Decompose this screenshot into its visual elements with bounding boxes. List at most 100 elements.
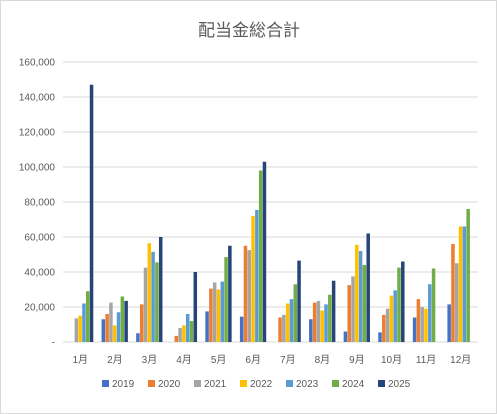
y-tick-label: 140,000 bbox=[19, 93, 56, 104]
x-tick-label: 10月 bbox=[381, 354, 402, 366]
bar-2021-5 bbox=[212, 282, 217, 342]
bar-2023-1 bbox=[82, 303, 86, 342]
x-tick-label: 5月 bbox=[211, 354, 227, 366]
y-tick-label: 120,000 bbox=[19, 128, 56, 139]
bar-2022-8 bbox=[320, 310, 324, 342]
legend-label-2025: 2025 bbox=[388, 379, 411, 390]
bar-2025-2 bbox=[124, 300, 128, 342]
bar-2019-8 bbox=[309, 319, 313, 342]
bar-2022-12 bbox=[458, 226, 463, 342]
bar-2023-3 bbox=[151, 251, 155, 342]
bar-2020-11 bbox=[416, 299, 421, 342]
bar-2024-10 bbox=[397, 267, 401, 342]
bar-2020-4 bbox=[174, 335, 179, 342]
bar-2023-8 bbox=[324, 304, 328, 342]
bar-2022-2 bbox=[112, 325, 117, 342]
bar-2022-4 bbox=[182, 325, 186, 342]
bar-2024-11 bbox=[431, 268, 436, 342]
bar-2022-10 bbox=[389, 295, 394, 342]
bar-2024-12 bbox=[466, 209, 470, 342]
bar-2019-10 bbox=[378, 332, 382, 342]
bar-2020-12 bbox=[451, 244, 455, 342]
bar-2023-10 bbox=[393, 290, 397, 342]
bar-2021-9 bbox=[351, 276, 355, 342]
bar-2019-3 bbox=[136, 333, 140, 342]
bar-2019-2 bbox=[101, 319, 106, 342]
bar-2023-11 bbox=[428, 284, 432, 342]
bar-2023-12 bbox=[462, 226, 467, 342]
bar-2021-8 bbox=[316, 300, 321, 342]
bar-2024-4 bbox=[189, 321, 194, 342]
bar-2021-11 bbox=[420, 307, 424, 342]
chart-title: 配当金総合計 bbox=[198, 21, 300, 41]
bar-2025-5 bbox=[228, 245, 232, 342]
legend-label-2020: 2020 bbox=[158, 379, 181, 390]
bar-2021-3 bbox=[143, 267, 148, 342]
bar-2022-9 bbox=[355, 244, 359, 342]
bar-2020-8 bbox=[312, 302, 317, 342]
bar-2025-9 bbox=[366, 233, 370, 342]
bar-2022-5 bbox=[216, 289, 221, 342]
bar-2024-9 bbox=[362, 265, 367, 342]
legend-label-2022: 2022 bbox=[250, 379, 273, 390]
bar-2024-7 bbox=[293, 284, 297, 342]
x-tick-label: 6月 bbox=[245, 354, 261, 366]
bar-2021-4 bbox=[178, 328, 182, 342]
bar-2021-7 bbox=[282, 314, 286, 342]
bar-2023-7 bbox=[289, 299, 294, 342]
bar-2025-6 bbox=[262, 161, 267, 342]
bar-2022-3 bbox=[147, 243, 152, 342]
bar-2021-2 bbox=[109, 302, 113, 342]
legend: 2019 2020 2021 2022 2023 2024 2025 bbox=[102, 379, 411, 390]
bar-2024-5 bbox=[224, 257, 228, 342]
bar-2024-6 bbox=[258, 170, 263, 342]
bar-2024-1 bbox=[85, 291, 90, 342]
bar-2025-7 bbox=[297, 260, 301, 342]
legend-swatch-2021 bbox=[194, 380, 201, 387]
bar-2020-10 bbox=[382, 314, 386, 342]
bar-2025-1 bbox=[89, 84, 94, 342]
bar-2020-9 bbox=[347, 285, 351, 342]
bar-2021-1 bbox=[74, 318, 79, 342]
x-tick-label: 4月 bbox=[176, 354, 192, 366]
bar-2019-11 bbox=[412, 317, 417, 342]
legend-swatch-2025 bbox=[378, 380, 385, 387]
y-tick-label: 160,000 bbox=[19, 58, 56, 69]
y-tick-label: 80,000 bbox=[24, 198, 55, 209]
legend-swatch-2024 bbox=[332, 380, 339, 387]
bar-2020-7 bbox=[278, 317, 282, 342]
legend-label-2024: 2024 bbox=[342, 379, 365, 390]
legend-swatch-2020 bbox=[148, 380, 155, 387]
legend-label-2021: 2021 bbox=[204, 379, 227, 390]
bar-2022-6 bbox=[251, 216, 255, 342]
bar-2021-12 bbox=[455, 263, 459, 342]
y-tick-label: 20,000 bbox=[24, 303, 55, 314]
x-tick-label: 8月 bbox=[315, 354, 331, 366]
y-tick-label: - bbox=[52, 338, 55, 349]
x-tick-label: 9月 bbox=[349, 354, 365, 366]
bars bbox=[74, 84, 470, 342]
legend-swatch-2019 bbox=[102, 380, 109, 387]
bar-2020-6 bbox=[243, 245, 248, 342]
x-tick-label: 1月 bbox=[73, 354, 89, 366]
bar-2020-5 bbox=[209, 288, 213, 342]
y-tick-label: 40,000 bbox=[24, 268, 55, 279]
x-tick-label: 3月 bbox=[142, 354, 158, 366]
bar-2024-3 bbox=[155, 262, 159, 342]
legend-swatch-2023 bbox=[286, 380, 293, 387]
gridlines bbox=[63, 61, 478, 343]
legend-label-2019: 2019 bbox=[112, 379, 135, 390]
bar-2025-3 bbox=[158, 237, 163, 342]
bar-2020-3 bbox=[139, 304, 144, 342]
bar-2024-2 bbox=[120, 296, 125, 342]
x-axis-ticks: 1月 2月 3月 4月 5月 6月 7月 8月 9月 10月 11月 12月 bbox=[73, 354, 472, 366]
x-tick-label: 2月 bbox=[107, 354, 123, 366]
bar-2023-6 bbox=[255, 209, 259, 342]
bar-2022-7 bbox=[285, 303, 290, 342]
y-axis-ticks: - 20,000 40,000 60,000 80,000 100,000 120,000 1… bbox=[19, 58, 56, 349]
bar-2024-8 bbox=[328, 294, 332, 342]
x-tick-label: 11月 bbox=[416, 354, 436, 366]
x-tick-label: 12月 bbox=[450, 354, 471, 366]
